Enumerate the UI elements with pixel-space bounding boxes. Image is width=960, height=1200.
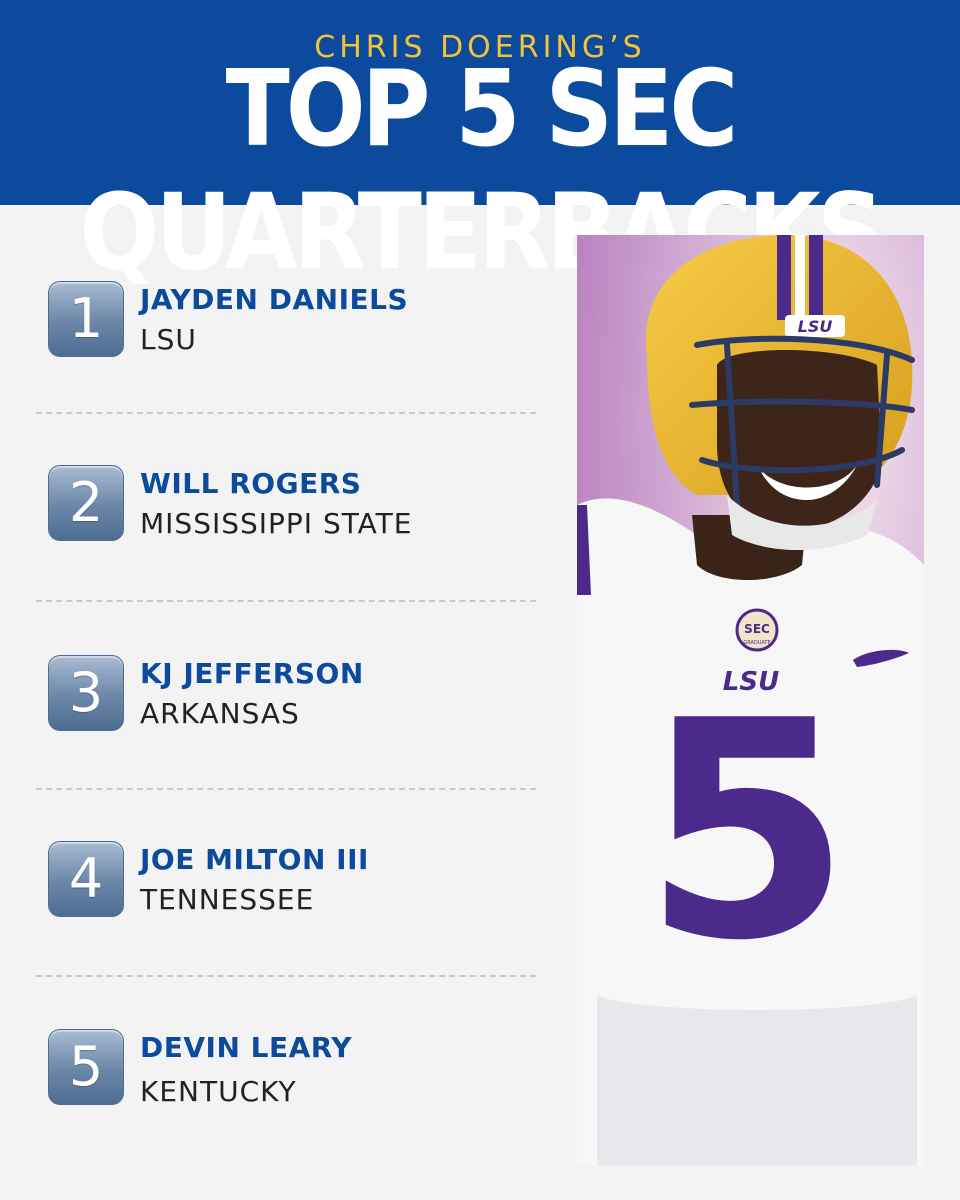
helmet-stripe <box>809 235 823 320</box>
sec-patch-text: SEC <box>744 622 770 636</box>
sec-patch-subtext: GRADUATE <box>743 640 770 646</box>
player-name-3: KJ JEFFERSON <box>140 657 364 690</box>
player-school-4: TENNESSEE <box>140 883 315 916</box>
sleeve-stripe <box>577 505 591 595</box>
helmet-stripe <box>777 235 791 320</box>
ranking-item-3: 3 KJ JEFFERSON ARKANSAS <box>48 655 548 745</box>
rank-badge-5: 5 <box>48 1029 124 1105</box>
player-school-1: LSU <box>140 323 197 356</box>
header-banner: CHRIS DOERING’S TOP 5 SEC QUARTERBACKS <box>0 0 960 294</box>
player-name-4: JOE MILTON III <box>140 843 369 876</box>
divider <box>36 412 536 414</box>
rank-badge-3: 3 <box>48 655 124 731</box>
player-name-2: WILL ROGERS <box>140 467 362 500</box>
ranking-item-5: 5 DEVIN LEARY KENTUCKY <box>48 1029 548 1119</box>
header-subtitle: CHRIS DOERING’S <box>314 30 646 65</box>
divider <box>36 600 536 602</box>
player-illustration: SEC GRADUATE LSU 5 LSU <box>577 235 924 1165</box>
rank-badge-1: 1 <box>48 281 124 357</box>
divider <box>36 788 536 790</box>
rank-badge-4: 4 <box>48 841 124 917</box>
player-photo: SEC GRADUATE LSU 5 LSU <box>577 235 924 1165</box>
player-school-3: ARKANSAS <box>140 697 300 730</box>
chest-logo: LSU <box>723 667 779 697</box>
rankings-list: 1 JAYDEN DANIELS LSU 2 WILL ROGERS MISSI… <box>0 205 560 1200</box>
sec-patch <box>735 608 779 652</box>
helmet-front-plate <box>785 315 845 337</box>
ranking-item-2: 2 WILL ROGERS MISSISSIPPI STATE <box>48 465 548 555</box>
player-name-5: DEVIN LEARY <box>140 1031 353 1064</box>
rank-badge-2: 2 <box>48 465 124 541</box>
swoosh-logo <box>853 649 909 667</box>
jersey-number: 5 <box>643 657 852 1006</box>
chin-strap <box>727 495 877 550</box>
smile <box>757 465 857 500</box>
ranking-item-1: 1 JAYDEN DANIELS LSU <box>48 281 548 371</box>
helmet-logo: LSU <box>798 317 833 336</box>
player-face <box>717 350 882 531</box>
facemask <box>689 335 915 508</box>
player-school-5: KENTUCKY <box>140 1075 297 1108</box>
player-name-1: JAYDEN DANIELS <box>140 283 409 316</box>
helmet-stripe-white <box>795 235 805 320</box>
ranking-item-4: 4 JOE MILTON III TENNESSEE <box>48 841 548 931</box>
player-school-2: MISSISSIPPI STATE <box>140 507 413 540</box>
jersey <box>577 498 924 1165</box>
divider <box>36 975 536 977</box>
jersey-shadow <box>597 995 917 1165</box>
